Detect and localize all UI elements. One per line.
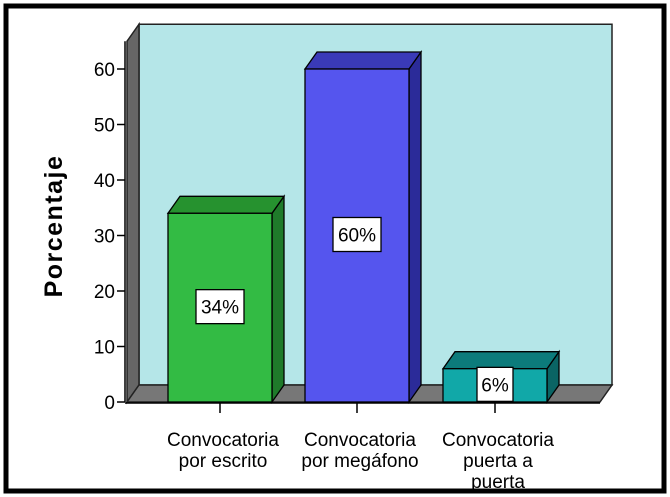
bar-side xyxy=(408,49,422,405)
left-wall xyxy=(126,21,140,405)
x-tick-label: por escrito xyxy=(179,451,268,472)
x-tick-label: puerta a xyxy=(463,451,533,472)
data-label-box xyxy=(332,216,382,253)
y-tick-label: 20 xyxy=(94,282,115,303)
y-tick-label: 50 xyxy=(94,116,115,137)
bar-top xyxy=(441,351,561,370)
x-tick-label: Convocatoria xyxy=(442,430,554,451)
data-label: 60% xyxy=(338,226,376,247)
bar-side xyxy=(271,194,285,405)
x-tick-label: puerta xyxy=(471,472,525,493)
y-tick-label: 0 xyxy=(104,393,115,414)
y-tick-label: 40 xyxy=(94,171,115,192)
data-label: 6% xyxy=(481,375,509,396)
bar-top xyxy=(166,195,286,214)
y-axis-label: Porcentaje xyxy=(40,155,68,298)
data-label-box xyxy=(195,288,245,325)
bars xyxy=(166,49,561,405)
x-tick-label: por megáfono xyxy=(301,451,418,472)
y-tick-label: 60 xyxy=(94,60,115,81)
y-tick-label: 10 xyxy=(94,338,115,359)
y-tick-label: 30 xyxy=(94,227,115,248)
data-label: 34% xyxy=(201,298,239,319)
x-tick-label: Convocatoria xyxy=(304,430,416,451)
x-tick-label: Convocatoria xyxy=(167,430,279,451)
data-label-box xyxy=(476,366,514,403)
labels: 34% 60% 6% xyxy=(195,216,514,403)
bar-top xyxy=(303,51,423,70)
